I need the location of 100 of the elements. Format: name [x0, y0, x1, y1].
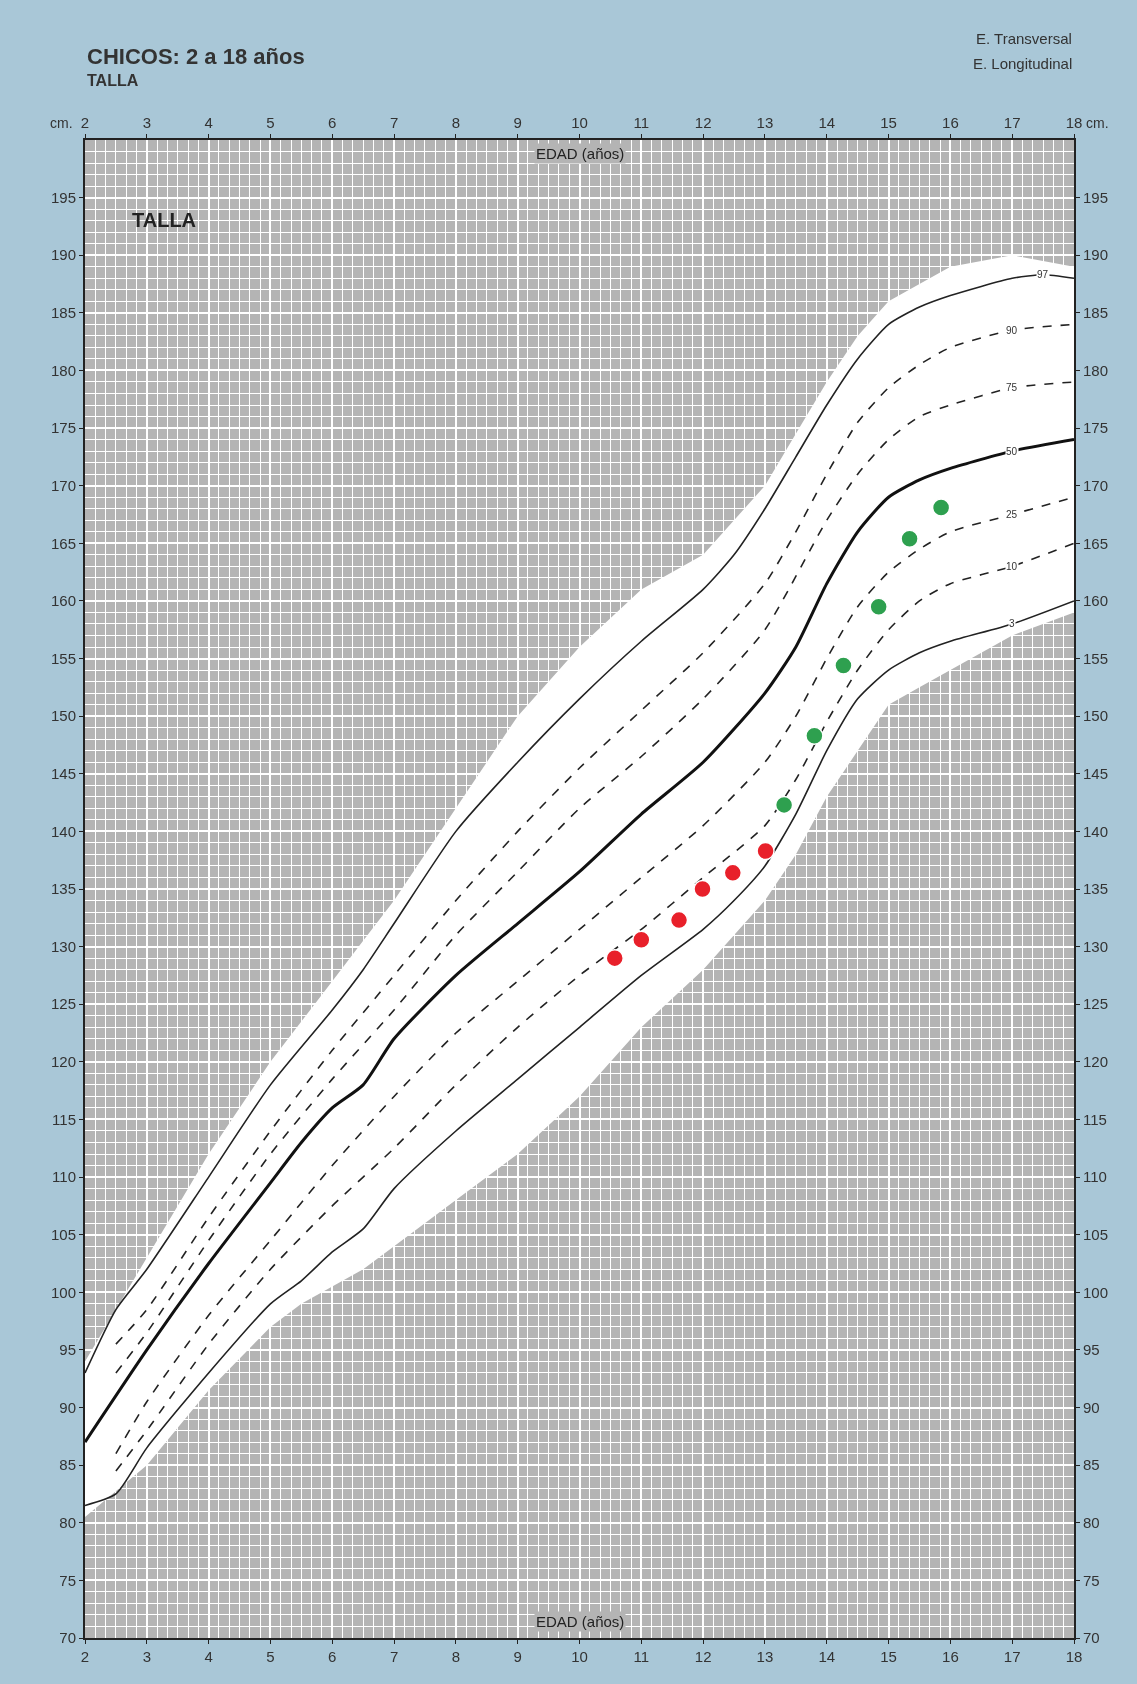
y2-tick-label: 145: [1083, 765, 1109, 783]
y-tick-label: 185: [50, 304, 76, 322]
y2-tick-label: 125: [1083, 995, 1109, 1013]
point: [693, 879, 712, 899]
y2-tick-label: 80: [1083, 1514, 1100, 1532]
text: E. Transversal: [976, 30, 1072, 47]
y-tick-label: 115: [52, 1110, 76, 1128]
y-tick-label: 100: [50, 1283, 76, 1301]
series-label: 97: [1037, 269, 1049, 280]
y2-tick-label: 160: [1083, 592, 1109, 610]
point: [869, 597, 888, 616]
y2-tick-label: 90: [1083, 1398, 1100, 1416]
x-tick-label: 7: [389, 114, 399, 131]
chart-subtitle: TALLA: [87, 72, 139, 89]
y-tick-label: 170: [50, 476, 76, 494]
y-tick-label: 195: [50, 188, 76, 206]
y2-tick-label: 135: [1083, 880, 1109, 898]
x2-tick-label: 3: [142, 1648, 151, 1665]
point: [774, 795, 794, 815]
y2-tick-label: 110: [1083, 1168, 1107, 1186]
y-tick-label: 155: [50, 649, 76, 667]
y2-tick-label: 75: [1083, 1571, 1100, 1589]
annotation: TALLA: [132, 209, 197, 231]
x2-tick-label: 10: [571, 1648, 588, 1665]
x2-tick-label: 14: [818, 1648, 836, 1665]
y-tick-label: 120: [50, 1053, 76, 1071]
chart-title: CHICOS: 2 a 18 años: [87, 44, 305, 69]
x2-tick-label: 18: [1065, 1648, 1083, 1665]
x2-tick-label: 11: [633, 1648, 650, 1665]
y2-tick-label: 95: [1083, 1341, 1100, 1359]
x2-tick-label: 17: [1003, 1648, 1021, 1665]
x2-tick-label: 5: [266, 1648, 275, 1665]
x2-tick-label: 15: [880, 1648, 897, 1665]
y2-tick-label: 100: [1083, 1283, 1109, 1301]
x-tick-label: 15: [880, 114, 897, 131]
y2-tick-label: 195: [1083, 188, 1109, 206]
y2-tick-label: 115: [1083, 1110, 1107, 1128]
x-tick-label: 18: [1065, 114, 1083, 131]
series-label: 90: [1006, 325, 1018, 336]
y-tick-label: 135: [50, 880, 76, 898]
y-tick-label: 180: [50, 361, 76, 379]
y-tick-label: 165: [50, 534, 76, 552]
series-label: 10: [1006, 561, 1018, 572]
y-tick-label: 110: [52, 1168, 76, 1186]
y-tick-label: 80: [59, 1514, 76, 1532]
y-tick-label: 140: [50, 822, 76, 840]
y-tick-label: 160: [50, 592, 76, 610]
x2-tick-label: 13: [756, 1648, 774, 1665]
y2-tick-label: 175: [1083, 419, 1109, 437]
x-tick-label: 14: [818, 114, 836, 131]
x-tick-label: 9: [513, 114, 522, 131]
x2-tick-label: 7: [389, 1648, 399, 1665]
x2-tick-label: 4: [204, 1648, 213, 1665]
y-tick-label: 85: [59, 1456, 76, 1474]
y-tick-label: 175: [50, 419, 76, 437]
point: [632, 930, 651, 949]
x-axis-title: EDAD (años): [536, 1613, 625, 1630]
x-tick-label: 2: [80, 114, 90, 131]
x2-axis-title: EDAD (años): [536, 145, 625, 162]
series-label: 75: [1006, 382, 1018, 393]
y-tick-label: 105: [50, 1225, 76, 1243]
y-tick-label: 130: [50, 937, 76, 955]
point: [756, 841, 775, 861]
y-tick-label: 190: [50, 246, 76, 264]
y2-tick-label: 190: [1083, 246, 1109, 264]
x-tick-label: 10: [571, 114, 588, 131]
y-axis-title: cm.: [50, 115, 73, 131]
y-tick-label: 125: [50, 995, 76, 1013]
x-tick-label: 17: [1003, 114, 1021, 131]
x-tick-label: 3: [142, 114, 151, 131]
y-tick-label: 150: [50, 707, 76, 725]
y-tick-label: 95: [59, 1341, 76, 1359]
y2-tick-label: 105: [1083, 1225, 1109, 1243]
x2-tick-label: 2: [80, 1648, 90, 1665]
y2-tick-label: 150: [1083, 707, 1109, 725]
y2-tick-label: 70: [1083, 1629, 1100, 1647]
point: [669, 910, 689, 930]
x-tick-label: 4: [204, 114, 213, 131]
point: [605, 948, 624, 968]
point: [931, 498, 951, 517]
x-tick-label: 16: [942, 114, 959, 131]
y-tick-label: 90: [59, 1398, 76, 1416]
x-tick-label: 12: [694, 114, 712, 131]
y-tick-label: 70: [59, 1629, 76, 1647]
text: E. Longitudinal: [973, 55, 1073, 72]
point: [834, 656, 853, 675]
y2-tick-label: 130: [1083, 937, 1109, 955]
x2-tick-label: 6: [328, 1648, 337, 1665]
series-label: 3: [1009, 618, 1015, 629]
y2-tick-label: 185: [1083, 304, 1109, 322]
x2-tick-label: 9: [513, 1648, 522, 1665]
point: [805, 726, 824, 745]
point: [900, 529, 919, 548]
y2-tick-label: 170: [1083, 476, 1109, 494]
y-tick-label: 75: [59, 1571, 76, 1589]
y2-tick-label: 165: [1083, 534, 1109, 552]
y2-tick-label: 180: [1083, 361, 1109, 379]
x2-tick-label: 8: [451, 1648, 461, 1665]
x-tick-label: 11: [633, 114, 650, 131]
y2-tick-label: 140: [1083, 822, 1109, 840]
